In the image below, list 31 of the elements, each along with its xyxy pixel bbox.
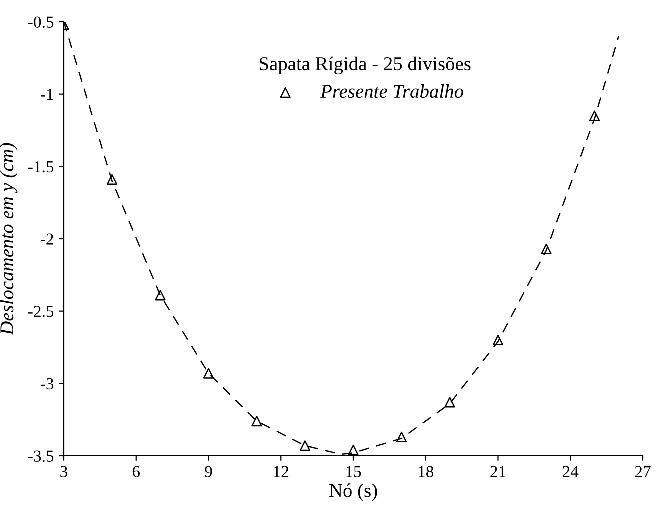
y-tick-label: -2.5 (28, 306, 54, 318)
y-tick-label: -3 (41, 378, 54, 390)
point (541, 244, 552, 254)
y-tick-label: -0.5 (28, 16, 54, 28)
y-tick-label: -2 (41, 234, 54, 245)
x-tick-label: 21 (490, 466, 506, 478)
legend-label: Presente Trabalho (320, 84, 464, 98)
y-tick-label: -3.5 (28, 450, 54, 462)
x-tick-label: 24 (563, 466, 579, 478)
x-tick-label: 12 (274, 466, 289, 478)
point (203, 368, 214, 379)
point (348, 444, 359, 456)
x-tick-label: 27 (635, 466, 651, 478)
x-tick-label: 3 (60, 466, 68, 478)
x-tick-label: 18 (419, 466, 434, 478)
y-tick-label: -1.5 (28, 161, 54, 173)
point (252, 416, 262, 427)
point (589, 110, 600, 122)
point (444, 397, 456, 408)
point (155, 290, 166, 301)
x-axis-title: Nó (s) (329, 484, 378, 502)
point (396, 432, 408, 442)
point (492, 334, 504, 346)
point (300, 440, 311, 452)
point (106, 174, 118, 185)
x-tick-label: 9 (205, 466, 212, 478)
y-axis-title: Deslocamento em y (cm) (0, 143, 18, 336)
y-tick-label: -1 (41, 89, 54, 100)
x-tick-label: 6 (132, 466, 140, 478)
x-tick-label: 15 (346, 466, 362, 478)
legend-title: Sapata Rígida - 25 divisões (260, 56, 471, 75)
